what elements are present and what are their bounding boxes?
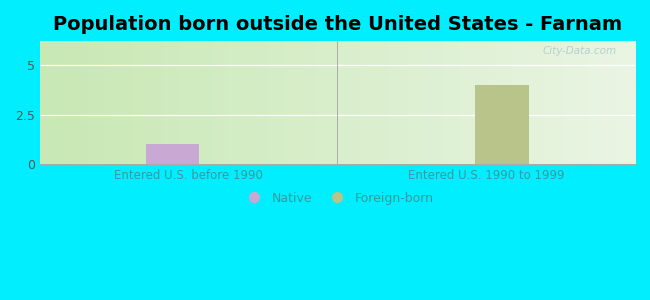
Legend: Native, Foreign-born: Native, Foreign-born [237,187,439,210]
Bar [146,144,200,164]
Text: City-Data.com: City-Data.com [543,46,617,56]
Bar [475,85,529,164]
Title: Population born outside the United States - Farnam: Population born outside the United State… [53,15,622,34]
